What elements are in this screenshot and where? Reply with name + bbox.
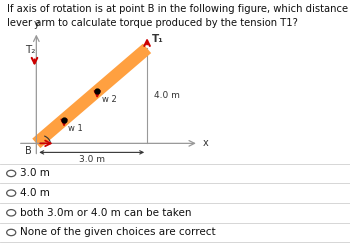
Text: y: y — [34, 19, 39, 29]
Text: w 2: w 2 — [102, 95, 117, 104]
Text: B: B — [25, 146, 32, 156]
Text: x: x — [202, 138, 208, 148]
Text: lever arm to calculate torque produced by the tension T1?: lever arm to calculate torque produced b… — [7, 18, 298, 29]
Text: both 3.0m or 4.0 m can be taken: both 3.0m or 4.0 m can be taken — [20, 208, 192, 218]
Text: w 1: w 1 — [69, 124, 83, 133]
Text: 4.0 m: 4.0 m — [154, 91, 180, 100]
Text: 3.0 m: 3.0 m — [79, 155, 105, 164]
Text: T₁: T₁ — [152, 34, 163, 44]
Text: If axis of rotation is at point B in the following figure, which distance should: If axis of rotation is at point B in the… — [7, 4, 350, 14]
Text: None of the given choices are correct: None of the given choices are correct — [20, 228, 216, 237]
Text: 3.0 m: 3.0 m — [20, 169, 50, 178]
Text: T₂: T₂ — [25, 46, 36, 56]
Text: 4.0 m: 4.0 m — [20, 188, 50, 198]
